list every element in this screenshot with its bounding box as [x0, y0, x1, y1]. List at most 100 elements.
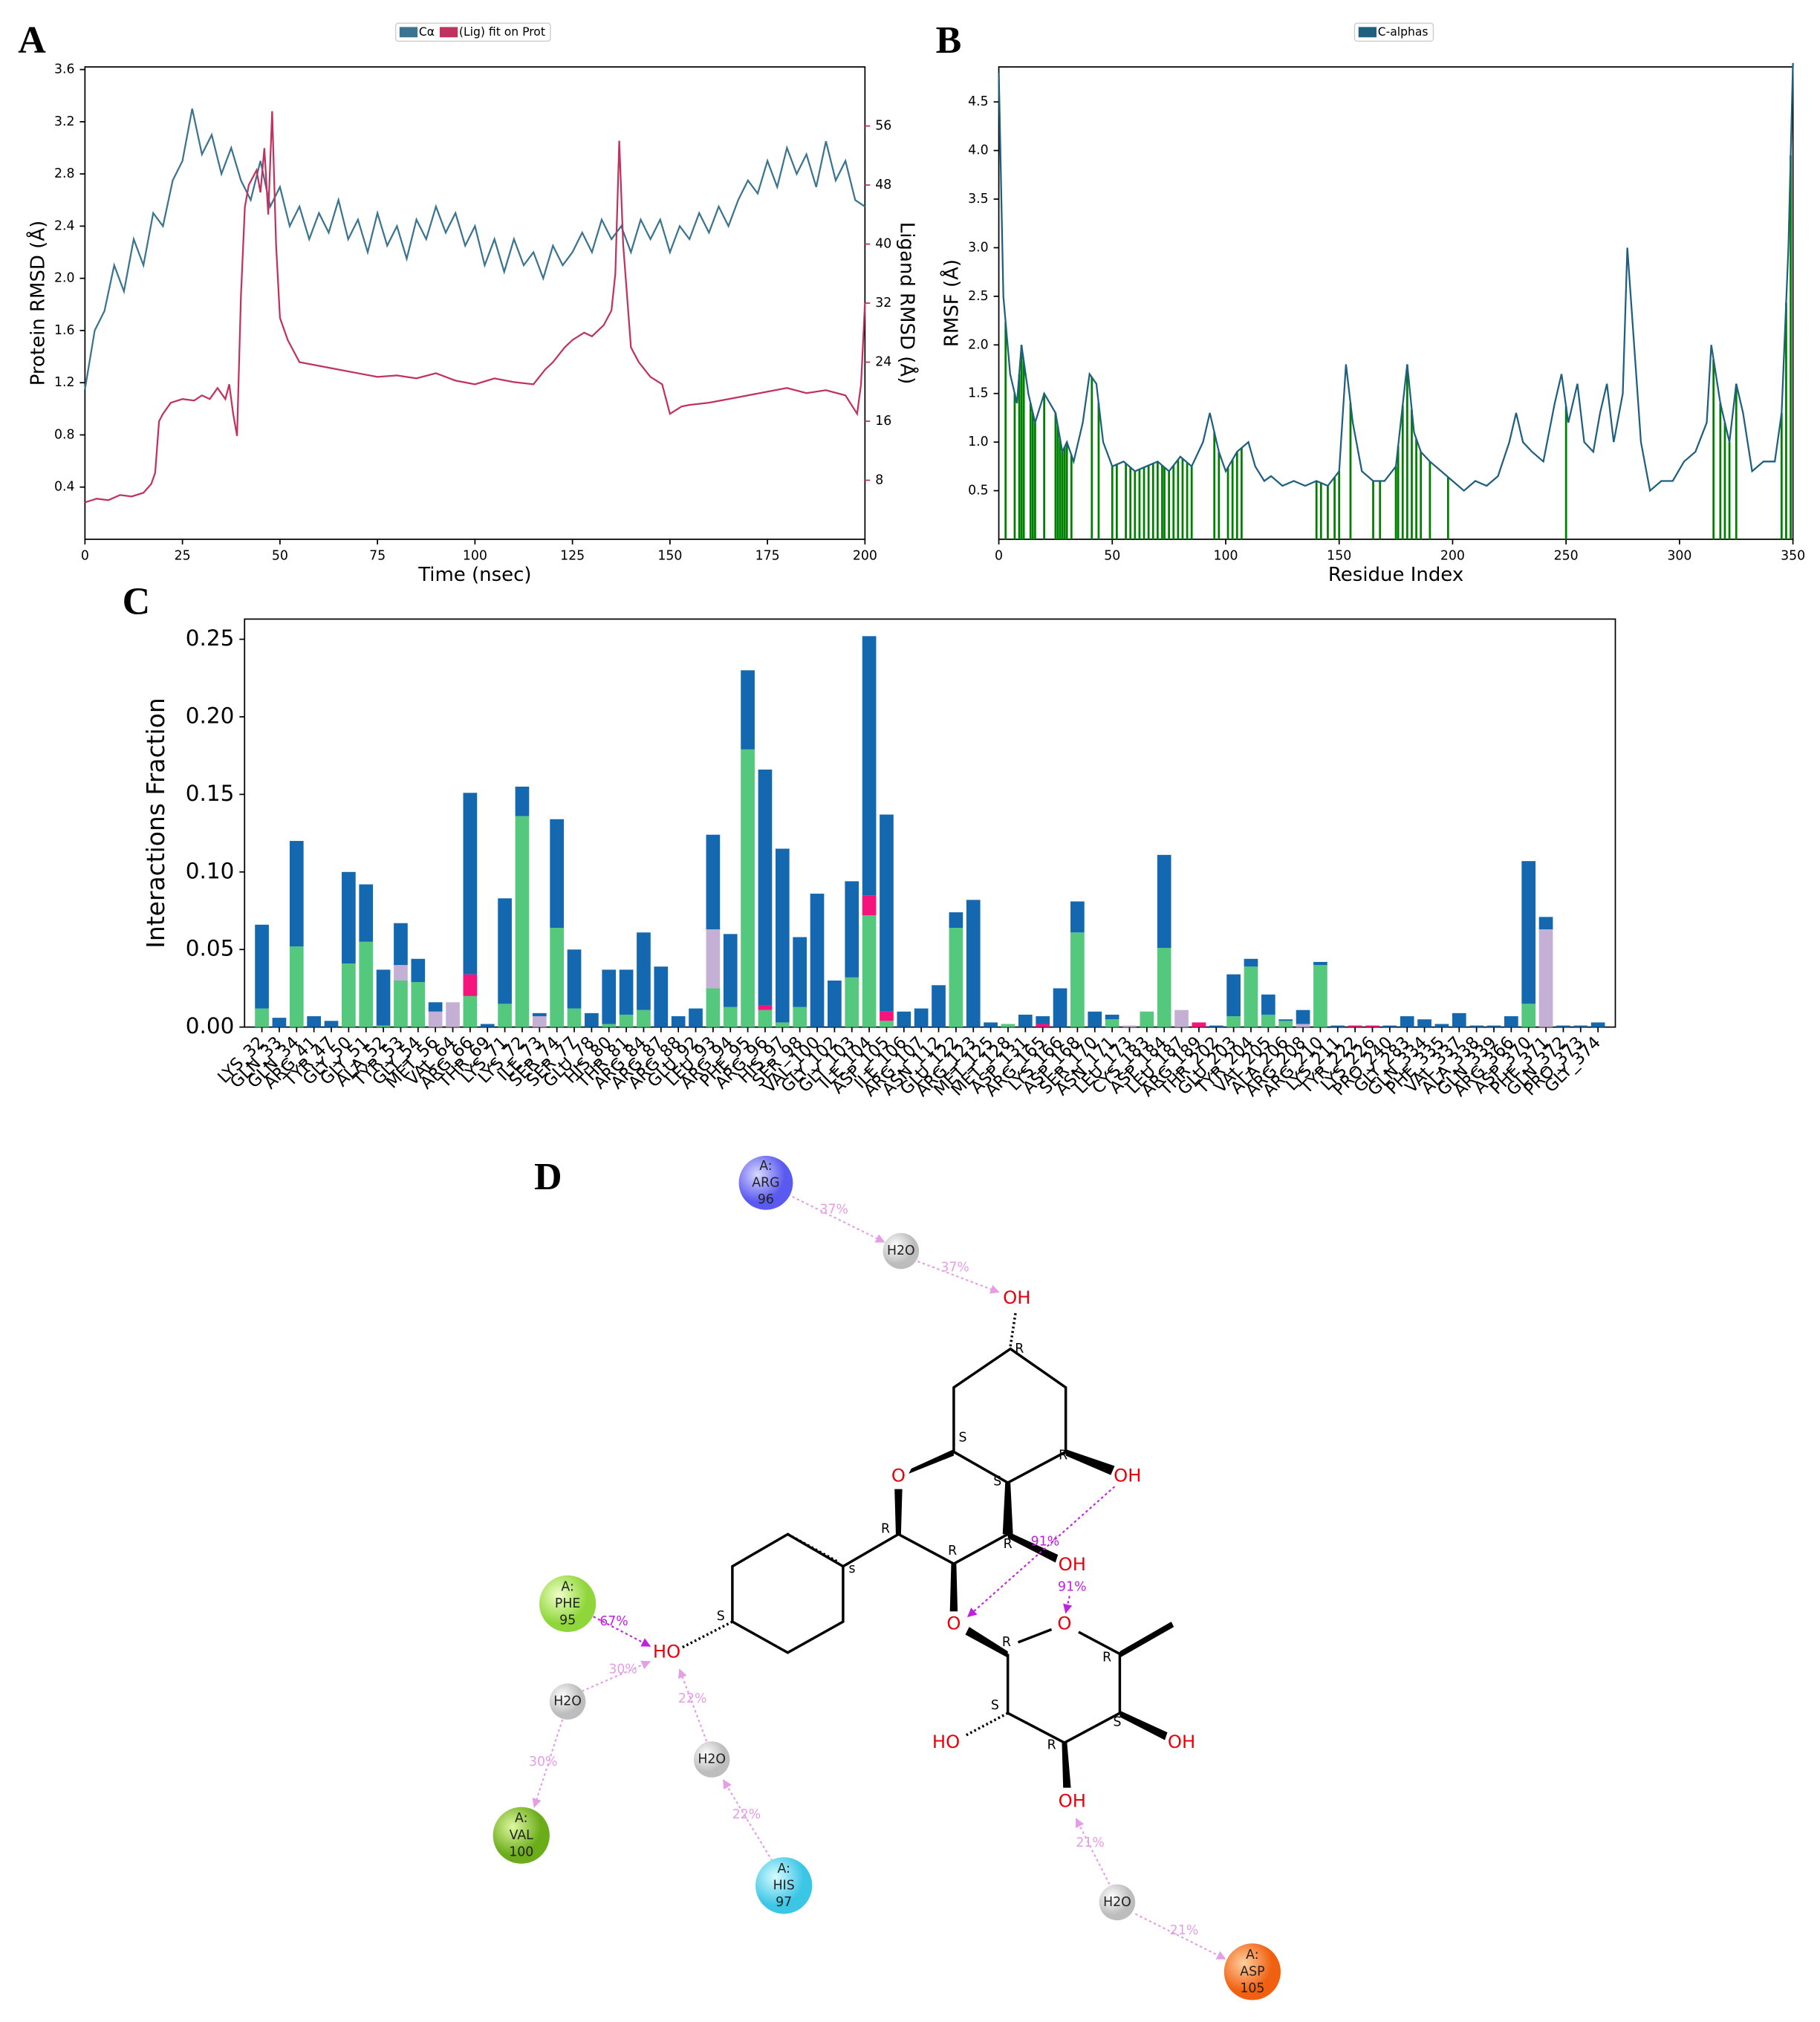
- y-tick-label: 3.2: [54, 114, 75, 129]
- atom: OH: [1059, 1790, 1086, 1812]
- arrow: [1075, 1818, 1111, 1885]
- percent-label: 37%: [820, 1203, 848, 1218]
- bar-segment: [428, 1011, 443, 1027]
- bar-segment: [1400, 1016, 1414, 1027]
- bar-segment: [376, 1025, 391, 1027]
- residue-chain: A:: [1246, 1948, 1258, 1963]
- bar-segment: [1036, 1024, 1050, 1027]
- arrow: [593, 1616, 651, 1647]
- bar-segment: [1296, 1010, 1310, 1024]
- bar-segment: [289, 946, 304, 1027]
- bar-segment: [359, 884, 374, 942]
- atom: HO: [653, 1641, 680, 1662]
- y-tick-label: 0.00: [186, 1013, 235, 1038]
- stereo-label: S: [959, 1430, 967, 1445]
- bar-segment: [1417, 1019, 1431, 1027]
- wedge: [1119, 1710, 1168, 1740]
- hashed-bond: [681, 1313, 1017, 1737]
- x-tick-label: 200: [1440, 549, 1465, 564]
- residue-number: 97: [776, 1895, 792, 1910]
- bar-segment: [1365, 1025, 1379, 1027]
- stereo-label: R: [1102, 1651, 1111, 1665]
- arrow: [1063, 1596, 1073, 1614]
- bar-segment: [411, 958, 426, 983]
- y-tick-label: 0.05: [186, 936, 235, 961]
- bar-segment: [394, 981, 408, 1027]
- residue-name: HIS: [773, 1878, 795, 1893]
- legend: C-alphas: [1353, 22, 1434, 42]
- residue-chain: A:: [515, 1811, 527, 1826]
- bar-segment: [741, 670, 755, 750]
- y-tick-label: 24: [875, 355, 891, 370]
- percent-label: 30%: [529, 1755, 557, 1769]
- wedge: [1062, 1743, 1071, 1788]
- bar-segment: [1226, 974, 1241, 1017]
- water-label: H2O: [698, 1752, 726, 1767]
- bar-segment: [1209, 1025, 1223, 1027]
- bar-segment: [793, 1007, 807, 1027]
- bar-segment: [255, 924, 269, 1009]
- legend-swatch: [399, 27, 418, 38]
- percent-label: 91%: [1058, 1579, 1086, 1594]
- stereo-label: R: [948, 1544, 957, 1558]
- bar-segment: [723, 934, 738, 1007]
- bar-segment: [602, 1024, 617, 1027]
- bar-segment: [342, 963, 356, 1027]
- series-line: [84, 108, 865, 390]
- bar-segment: [1261, 1014, 1275, 1027]
- bar-segment: [463, 974, 478, 996]
- bar-segment: [619, 969, 634, 1015]
- bar-segment: [1088, 1011, 1102, 1027]
- stereo-label: S: [1113, 1714, 1121, 1729]
- ring: [952, 1347, 1067, 1484]
- bar-segment: [1053, 988, 1067, 1027]
- bar-segment: [515, 786, 530, 816]
- bar-segment: [689, 1008, 703, 1027]
- x-tick-label: 150: [1327, 549, 1351, 564]
- bar-segment: [1382, 1025, 1397, 1027]
- bar-segment: [862, 895, 877, 916]
- bar-segment: [463, 995, 478, 1027]
- residue-chain: A:: [778, 1862, 790, 1876]
- percent-label: 22%: [678, 1691, 706, 1706]
- percent-label: 21%: [1076, 1836, 1104, 1850]
- x-tick-label: 250: [1554, 549, 1579, 564]
- bar-segment: [1070, 932, 1085, 1027]
- percent-label: 37%: [940, 1261, 969, 1275]
- plot-frame: [84, 66, 866, 540]
- bar-segment: [1105, 1014, 1119, 1020]
- bar-segment: [654, 966, 669, 1027]
- bar-segment: [1140, 1011, 1154, 1027]
- bar-segment: [1538, 929, 1553, 1027]
- y-tick-label: 0.20: [186, 703, 235, 728]
- bar-segment: [1018, 1014, 1033, 1027]
- legend-label: Cα: [419, 25, 435, 39]
- residue: A: ARG 96: [738, 1155, 793, 1210]
- bar-segment: [671, 1016, 686, 1027]
- bar-segment: [1244, 958, 1258, 967]
- bar-segment: [862, 915, 877, 1027]
- water: [883, 1232, 920, 1270]
- x-tick-label: 300: [1667, 549, 1691, 564]
- bar-segment: [272, 1018, 287, 1027]
- stereo-label: S: [717, 1609, 725, 1624]
- wedge: [965, 1627, 1008, 1658]
- arrow: [967, 1486, 1116, 1618]
- arrow: [1134, 1913, 1226, 1960]
- y-tick-label: 2.0: [968, 337, 989, 352]
- percent-label: 91%: [1031, 1535, 1059, 1550]
- bar-segment: [1036, 1016, 1050, 1024]
- bar-segment: [1244, 966, 1258, 1027]
- y-tick-label: 3.5: [968, 192, 989, 207]
- residue-number: 100: [509, 1844, 533, 1859]
- bar-segment: [324, 1021, 339, 1027]
- stereo-label: S: [993, 1474, 1001, 1489]
- residue: A: PHE 95: [539, 1575, 597, 1633]
- x-tick-label: 200: [853, 549, 877, 564]
- bar-segment: [1313, 961, 1327, 966]
- bar-segment: [550, 819, 565, 928]
- bar-segment: [1469, 1025, 1483, 1027]
- bar-segment: [1348, 1025, 1362, 1027]
- y-axis-label: Interactions Fraction: [141, 698, 170, 948]
